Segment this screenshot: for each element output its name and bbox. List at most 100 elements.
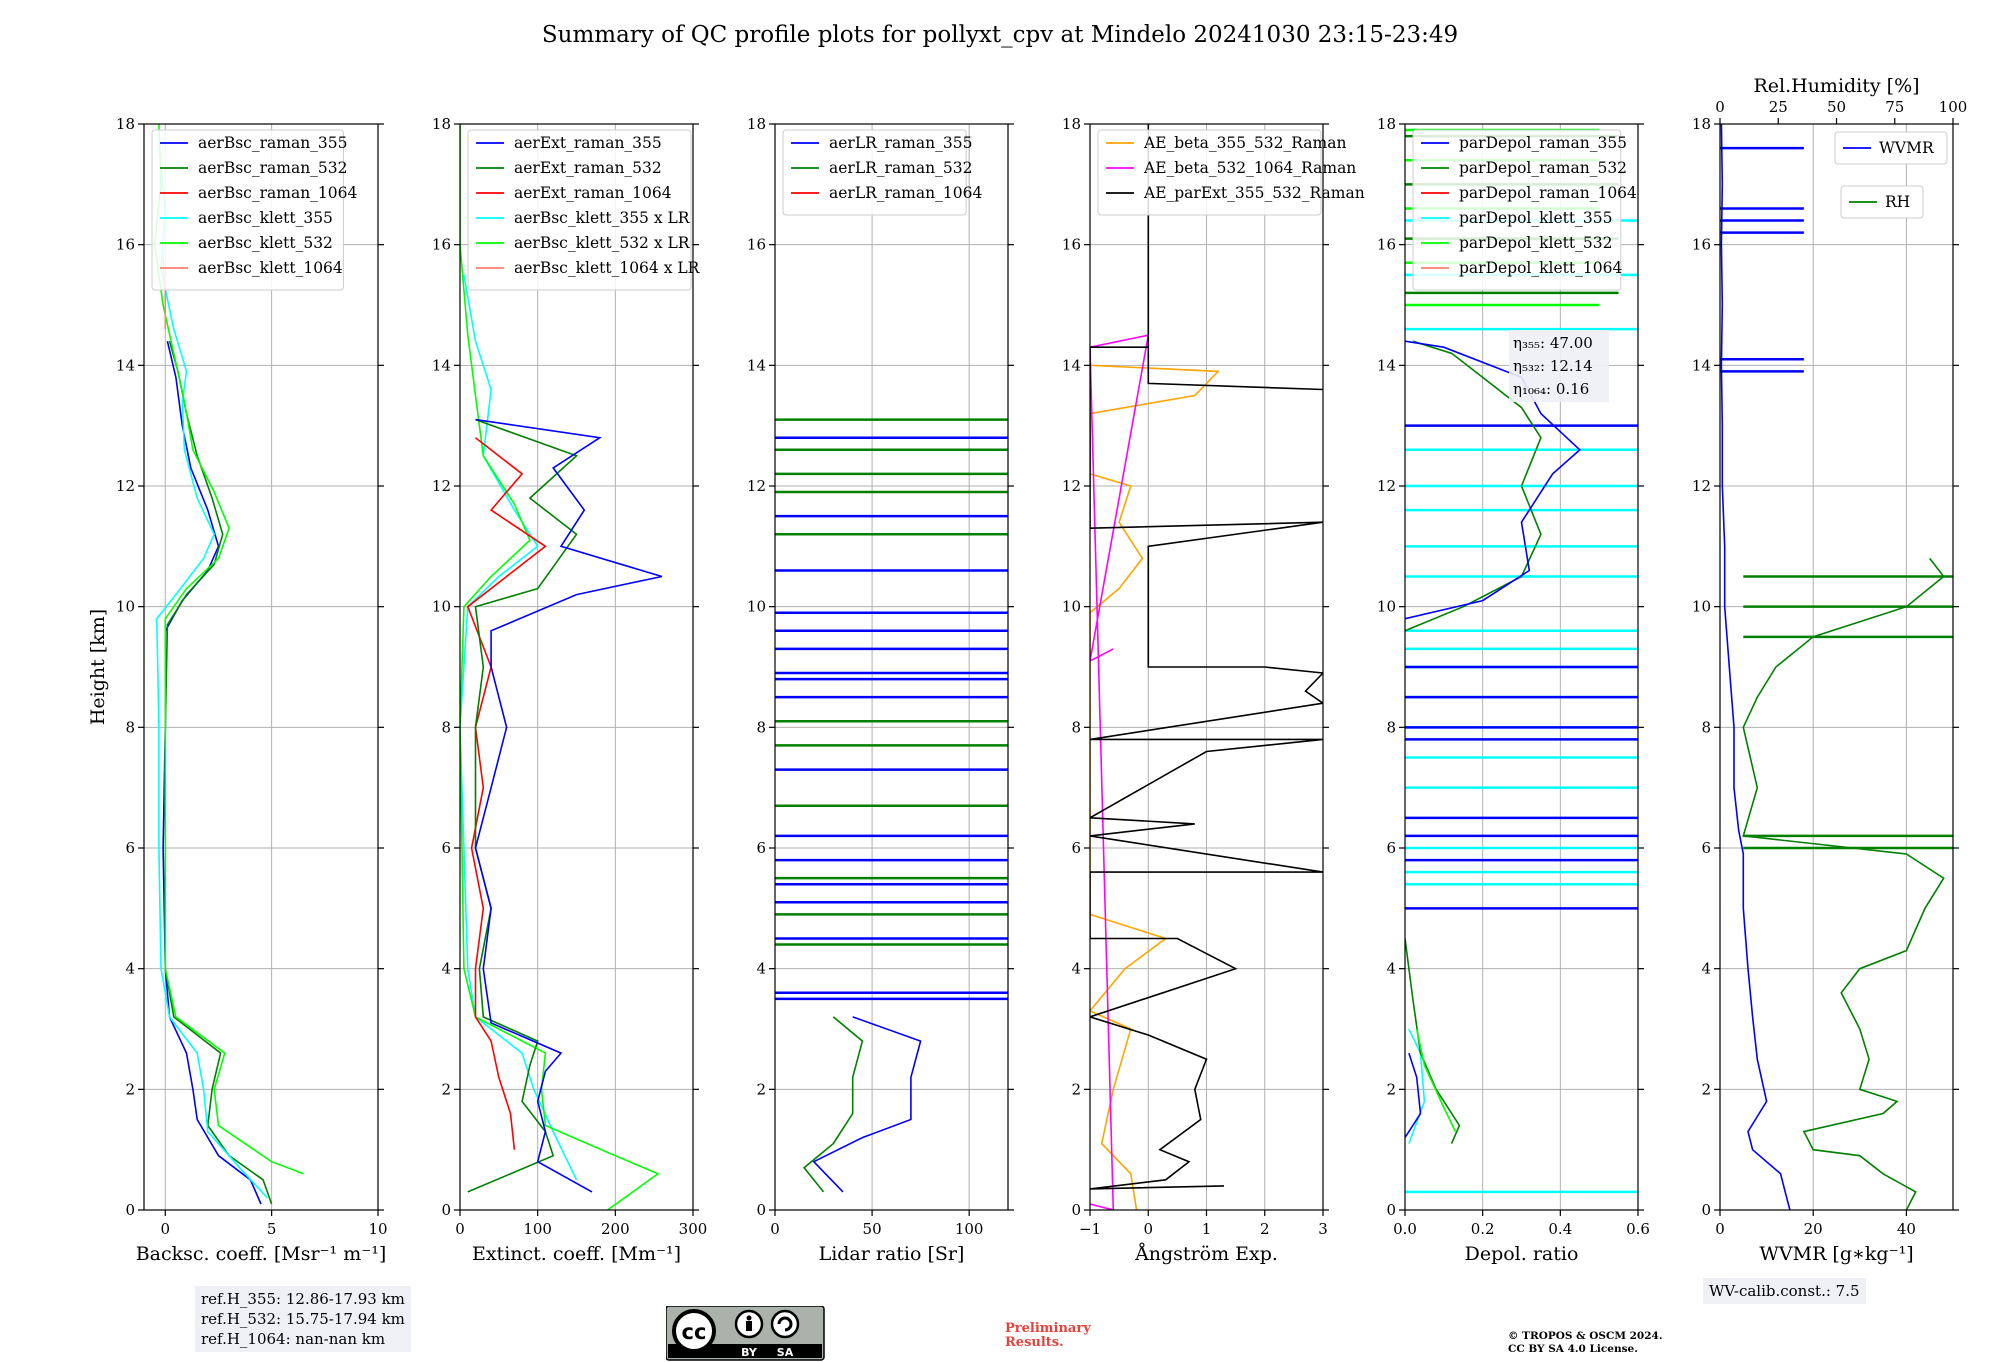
y-tick-label: 8	[1386, 718, 1396, 736]
series-parDepol_raman_532_upper	[1405, 340, 1542, 632]
series-aerBsc_klett_532	[153, 124, 304, 1175]
eta-label: η₅₃₂: 12.14	[1513, 357, 1593, 375]
x-axis-label: Depol. ratio	[1465, 1243, 1579, 1265]
preliminary-line-2: Results.	[1005, 1335, 1064, 1350]
legend-label: aerBsc_klett_355	[198, 209, 333, 227]
y-tick-label: 0	[1071, 1201, 1081, 1219]
y-tick-label: 16	[1062, 236, 1081, 254]
x-tick-label: 20	[1804, 1220, 1823, 1238]
x-tick-label: 0	[1715, 1220, 1725, 1238]
panel-frame	[1719, 123, 1954, 1211]
legend-label: RH	[1885, 193, 1910, 211]
y-tick-label: 10	[1692, 598, 1711, 616]
y-tick-label: 12	[1692, 477, 1711, 495]
y-tick-label: 2	[1071, 1080, 1081, 1098]
plot-area	[460, 124, 663, 1210]
legend-label: parDepol_klett_532	[1459, 234, 1612, 252]
series-aerExt_raman_532	[467, 418, 579, 1193]
x-tick-label: 100	[523, 1220, 552, 1238]
legend-label: WVMR	[1879, 139, 1935, 157]
x-axis-label: WVMR [g∗kg⁻¹]	[1759, 1243, 1913, 1265]
legend-label: aerBsc_klett_1064	[198, 259, 343, 277]
figure-title: Summary of QC profile plots for pollyxt_…	[541, 22, 1459, 48]
preliminary-note: Preliminary Results.	[1005, 1322, 1091, 1350]
legend-label: parDepol_klett_1064	[1459, 259, 1622, 277]
ref-height-1064: ref.H_1064: nan-nan km	[201, 1330, 386, 1348]
panel-frame	[143, 123, 379, 1211]
share-alike-icon	[770, 1309, 800, 1339]
y-tick-label: 8	[125, 718, 135, 736]
series-parDepol_raman_355_upper	[1405, 340, 1581, 620]
panel-3: 0 2 4 6 8 10 12 14 16 18 0 50 100 Lidar ratio [Sr] aer…	[747, 115, 1014, 1265]
x-tick-label: 200	[601, 1220, 630, 1238]
copyright-note: © TROPOS & OSCM 2024. CC BY SA 4.0 Licen…	[1508, 1330, 1663, 1356]
y-tick-label: 12	[432, 477, 451, 495]
y-tick-label: 18	[747, 115, 766, 133]
x-tick-label: 0.4	[1548, 1220, 1572, 1238]
legend-label: aerBsc_raman_1064	[198, 184, 358, 202]
y-tick-label: 16	[432, 236, 451, 254]
top-x-tick-label: 75	[1885, 98, 1904, 116]
series-aerBsc_klett_355	[155, 148, 268, 1199]
top-x-tick-label: 25	[1769, 98, 1788, 116]
legend-box	[151, 129, 344, 291]
plot-area	[153, 124, 304, 1205]
series-AE_beta_532_1064_Raman	[1090, 334, 1150, 1210]
ref-height-355: ref.H_355: 12.86-17.93 km	[201, 1290, 405, 1308]
y-tick-label: 12	[747, 477, 766, 495]
y-tick-label: 12	[1377, 477, 1396, 495]
y-tick-label: 4	[125, 960, 135, 978]
x-tick-label: 5	[267, 1220, 277, 1238]
legend-label: aerBsc_klett_532	[198, 234, 333, 252]
y-tick-label: 6	[441, 839, 451, 857]
y-axis-label: Height [km]	[87, 609, 109, 725]
y-tick-label: 4	[1701, 960, 1711, 978]
person-icon-head	[746, 1315, 752, 1321]
series-parDepol_raman_532	[1405, 938, 1461, 1144]
x-tick-label: 40	[1897, 1220, 1916, 1238]
series-aerExt_raman_355	[474, 418, 663, 1193]
x-tick-label: 3	[1318, 1220, 1328, 1238]
share-alike-arc	[777, 1316, 793, 1332]
series-RH	[1742, 557, 1945, 1210]
x-tick-label: 0	[455, 1220, 465, 1238]
series-parDepol_klett_532	[1415, 1028, 1457, 1132]
y-tick-label: 14	[1377, 356, 1396, 374]
series-AE_parExt_355_532_Raman	[1090, 124, 1323, 1190]
legend-box	[1840, 185, 1924, 219]
cc-license-badge: cc BY SA	[666, 1306, 825, 1361]
top-x-tick-label: 50	[1827, 98, 1846, 116]
series-parDepol_klett_355	[1408, 1028, 1426, 1144]
legend-label: aerLR_raman_355	[829, 134, 972, 152]
x-tick-label: 0	[1143, 1220, 1153, 1238]
legend-label: aerExt_raman_532	[514, 159, 662, 177]
copyright-line-2: CC BY SA 4.0 License.	[1508, 1343, 1638, 1355]
y-tick-label: 4	[756, 960, 766, 978]
plot-area	[1090, 124, 1323, 1210]
plot-area	[1405, 128, 1638, 1194]
series-aerExt_raman_1064	[466, 437, 547, 1150]
x-tick-label: 50	[863, 1220, 882, 1238]
top-x-tick-label: 0	[1715, 98, 1725, 116]
legend-label: aerBsc_raman_532	[198, 159, 348, 177]
y-tick-label: 8	[756, 718, 766, 736]
panel-frame	[459, 123, 694, 1211]
y-tick-label: 12	[1062, 477, 1081, 495]
panel-frame	[1404, 123, 1639, 1211]
legend-box	[467, 129, 692, 291]
y-tick-label: 10	[747, 598, 766, 616]
y-tick-label: 16	[747, 236, 766, 254]
y-tick-label: 6	[1386, 839, 1396, 857]
legend-label: parDepol_raman_532	[1459, 159, 1627, 177]
y-tick-label: 0	[1701, 1201, 1711, 1219]
legend-label: AE_beta_532_1064_Raman	[1143, 159, 1356, 177]
y-tick-label: 8	[1071, 718, 1081, 736]
x-tick-label: 0	[160, 1220, 170, 1238]
x-tick-label: 0.2	[1471, 1220, 1495, 1238]
panel-5: 0 2 4 6 8 10 12 14 16 18 0.0 0.2 0.4 0.6 Depol. ratio p…	[1377, 115, 1650, 1265]
x-tick-label: 0.6	[1626, 1220, 1650, 1238]
badge-by-label: BY	[741, 1346, 758, 1359]
y-tick-label: 14	[1062, 356, 1081, 374]
